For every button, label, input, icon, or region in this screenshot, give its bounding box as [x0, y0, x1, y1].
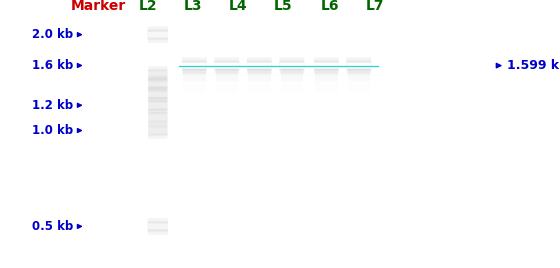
FancyBboxPatch shape	[148, 79, 167, 89]
FancyBboxPatch shape	[148, 125, 167, 136]
FancyBboxPatch shape	[148, 81, 167, 87]
FancyBboxPatch shape	[347, 62, 371, 69]
FancyBboxPatch shape	[148, 76, 167, 92]
FancyBboxPatch shape	[148, 26, 168, 43]
FancyBboxPatch shape	[182, 57, 207, 74]
FancyBboxPatch shape	[216, 68, 238, 75]
FancyBboxPatch shape	[247, 62, 272, 69]
FancyBboxPatch shape	[348, 68, 370, 75]
FancyBboxPatch shape	[247, 61, 272, 71]
FancyBboxPatch shape	[183, 68, 206, 75]
Text: L2: L2	[139, 0, 158, 13]
FancyBboxPatch shape	[315, 68, 338, 75]
Text: 1.2 kb: 1.2 kb	[32, 99, 73, 112]
FancyBboxPatch shape	[248, 68, 270, 75]
FancyBboxPatch shape	[314, 62, 339, 69]
FancyBboxPatch shape	[148, 32, 168, 38]
FancyBboxPatch shape	[148, 66, 167, 83]
Text: 0.5 kb: 0.5 kb	[31, 220, 73, 233]
FancyBboxPatch shape	[148, 218, 168, 235]
Text: 1.6 kb: 1.6 kb	[31, 59, 73, 72]
FancyBboxPatch shape	[148, 224, 168, 229]
FancyBboxPatch shape	[148, 109, 167, 126]
FancyBboxPatch shape	[148, 89, 167, 99]
FancyBboxPatch shape	[314, 57, 339, 74]
Text: L3: L3	[184, 0, 203, 13]
FancyBboxPatch shape	[281, 68, 303, 75]
Text: L6: L6	[321, 0, 340, 13]
Text: 1.0 kb: 1.0 kb	[32, 124, 73, 137]
FancyBboxPatch shape	[148, 100, 167, 110]
FancyBboxPatch shape	[214, 61, 239, 71]
FancyBboxPatch shape	[148, 97, 167, 114]
Text: L4: L4	[228, 0, 248, 13]
FancyBboxPatch shape	[314, 61, 339, 71]
FancyBboxPatch shape	[347, 61, 371, 71]
FancyBboxPatch shape	[279, 62, 304, 69]
Text: Marker: Marker	[71, 0, 125, 13]
FancyBboxPatch shape	[148, 128, 167, 133]
FancyBboxPatch shape	[247, 57, 272, 74]
FancyBboxPatch shape	[148, 91, 167, 97]
FancyBboxPatch shape	[148, 71, 167, 77]
FancyBboxPatch shape	[148, 112, 167, 122]
FancyBboxPatch shape	[148, 221, 168, 232]
FancyBboxPatch shape	[148, 114, 167, 120]
Text: L5: L5	[273, 0, 292, 13]
FancyBboxPatch shape	[148, 102, 167, 108]
Text: L7: L7	[366, 0, 385, 13]
FancyBboxPatch shape	[279, 61, 304, 71]
FancyBboxPatch shape	[182, 62, 207, 69]
FancyBboxPatch shape	[182, 61, 207, 71]
FancyBboxPatch shape	[148, 122, 167, 139]
FancyBboxPatch shape	[148, 69, 167, 80]
FancyBboxPatch shape	[347, 57, 371, 74]
FancyBboxPatch shape	[214, 57, 239, 74]
FancyBboxPatch shape	[148, 29, 168, 40]
FancyBboxPatch shape	[148, 86, 167, 102]
FancyBboxPatch shape	[279, 57, 304, 74]
FancyBboxPatch shape	[214, 62, 239, 69]
Text: 2.0 kb: 2.0 kb	[32, 28, 73, 41]
Text: 1.599 kb: 1.599 kb	[507, 59, 560, 72]
